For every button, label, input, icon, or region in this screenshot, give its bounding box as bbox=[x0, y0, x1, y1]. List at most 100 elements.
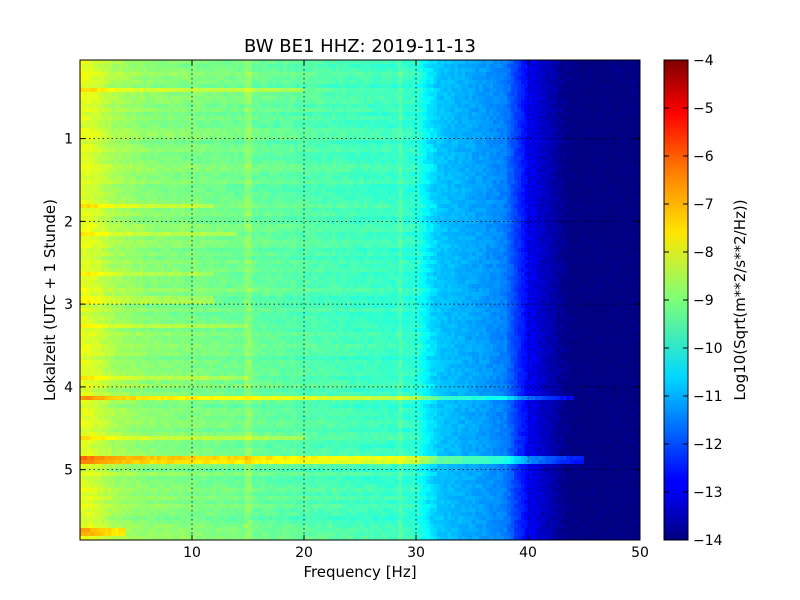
heatmap-cell bbox=[346, 176, 351, 181]
heatmap-cell bbox=[202, 108, 207, 113]
heatmap-cell bbox=[307, 112, 312, 117]
heatmap-cell bbox=[458, 160, 463, 165]
heatmap-cell bbox=[587, 108, 592, 113]
heatmap-cell bbox=[115, 60, 120, 65]
heatmap-cell bbox=[206, 172, 211, 177]
heatmap-cell bbox=[458, 88, 463, 93]
heatmap-cell bbox=[272, 152, 277, 157]
heatmap-cell bbox=[192, 136, 197, 141]
heatmap-cell bbox=[160, 100, 165, 105]
heatmap-cell bbox=[405, 180, 410, 185]
heatmap-cell bbox=[349, 156, 354, 161]
heatmap-cell bbox=[629, 168, 634, 173]
heatmap-cell bbox=[507, 156, 512, 161]
heatmap-cell bbox=[563, 60, 568, 65]
heatmap-cell bbox=[391, 180, 396, 185]
heatmap-cell bbox=[563, 84, 568, 89]
heatmap-cell bbox=[185, 104, 190, 109]
heatmap-cell bbox=[570, 80, 575, 85]
heatmap-cell bbox=[405, 172, 410, 177]
heatmap-cell bbox=[286, 120, 291, 125]
heatmap-cell bbox=[542, 116, 547, 121]
heatmap-cell bbox=[430, 156, 435, 161]
heatmap-cell bbox=[223, 104, 228, 109]
heatmap-cell bbox=[493, 152, 498, 157]
heatmap-cell bbox=[255, 116, 260, 121]
heatmap-cell bbox=[514, 176, 519, 181]
heatmap-cell bbox=[129, 96, 134, 101]
heatmap-cell bbox=[272, 108, 277, 113]
heatmap-cell bbox=[367, 72, 372, 77]
heatmap-cell bbox=[146, 108, 151, 113]
heatmap-cell bbox=[423, 76, 428, 81]
heatmap-cell bbox=[496, 104, 501, 109]
heatmap-cell bbox=[108, 176, 113, 181]
heatmap-cell bbox=[265, 176, 270, 181]
heatmap-cell bbox=[346, 108, 351, 113]
heatmap-cell bbox=[244, 176, 249, 181]
heatmap-cell bbox=[619, 88, 624, 93]
heatmap-cell bbox=[538, 164, 543, 169]
heatmap-cell bbox=[482, 168, 487, 173]
heatmap-cell bbox=[94, 124, 99, 129]
heatmap-cell bbox=[636, 104, 640, 109]
heatmap-cell bbox=[538, 60, 543, 65]
heatmap-cell bbox=[451, 140, 456, 145]
heatmap-cell bbox=[598, 88, 603, 93]
heatmap-cell bbox=[101, 160, 106, 165]
heatmap-cell bbox=[542, 124, 547, 129]
heatmap-cell bbox=[223, 108, 228, 113]
heatmap-cell bbox=[178, 76, 183, 81]
heatmap-cell bbox=[412, 116, 417, 121]
heatmap-cell bbox=[447, 128, 452, 133]
heatmap-cell bbox=[335, 112, 340, 117]
heatmap-cell bbox=[223, 144, 228, 149]
heatmap-cell bbox=[139, 88, 144, 93]
heatmap-cell bbox=[384, 112, 389, 117]
heatmap-cell bbox=[325, 80, 330, 85]
heatmap-cell bbox=[174, 104, 179, 109]
heatmap-cell bbox=[612, 84, 617, 89]
heatmap-cell bbox=[150, 128, 155, 133]
heatmap-cell bbox=[230, 180, 235, 185]
heatmap-cell bbox=[496, 144, 501, 149]
heatmap-cell bbox=[349, 128, 354, 133]
heatmap-cell bbox=[416, 148, 421, 153]
heatmap-cell bbox=[80, 140, 85, 145]
heatmap-cell bbox=[328, 104, 333, 109]
heatmap-cell bbox=[433, 100, 438, 105]
heatmap-cell bbox=[503, 112, 508, 117]
heatmap-cell bbox=[405, 128, 410, 133]
heatmap-cell bbox=[286, 68, 291, 73]
heatmap-cell bbox=[622, 64, 627, 69]
heatmap-cell bbox=[559, 60, 564, 65]
heatmap-cell bbox=[132, 172, 137, 177]
heatmap-cell bbox=[276, 148, 281, 153]
heatmap-cell bbox=[391, 96, 396, 101]
heatmap-cell bbox=[542, 92, 547, 97]
heatmap-cell bbox=[612, 176, 617, 181]
heatmap-cell bbox=[391, 120, 396, 125]
heatmap-cell bbox=[405, 112, 410, 117]
heatmap-cell bbox=[612, 64, 617, 69]
heatmap-cell bbox=[167, 60, 172, 65]
heatmap-cell bbox=[171, 108, 176, 113]
heatmap-cell bbox=[97, 100, 102, 105]
heatmap-cell bbox=[608, 132, 613, 137]
heatmap-cell bbox=[433, 152, 438, 157]
heatmap-cell bbox=[426, 60, 431, 65]
heatmap-cell bbox=[489, 92, 494, 97]
heatmap-cell bbox=[269, 164, 274, 169]
heatmap-cell bbox=[279, 140, 284, 145]
heatmap-cell bbox=[612, 104, 617, 109]
heatmap-cell bbox=[325, 136, 330, 141]
heatmap-cell bbox=[374, 168, 379, 173]
heatmap-cell bbox=[293, 176, 298, 181]
heatmap-cell bbox=[514, 164, 519, 169]
heatmap-cell bbox=[157, 88, 162, 93]
heatmap-cell bbox=[321, 168, 326, 173]
heatmap-cell bbox=[122, 124, 127, 129]
heatmap-cell bbox=[339, 104, 344, 109]
heatmap-cell bbox=[353, 72, 358, 77]
heatmap-cell bbox=[360, 64, 365, 69]
